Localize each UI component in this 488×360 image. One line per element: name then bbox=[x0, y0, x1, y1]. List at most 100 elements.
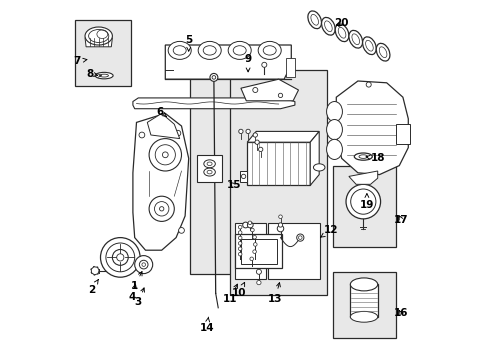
Circle shape bbox=[296, 234, 303, 241]
Text: 18: 18 bbox=[366, 153, 384, 163]
Circle shape bbox=[159, 207, 163, 211]
Bar bbox=[190, 67, 231, 274]
Bar bbox=[75, 20, 131, 86]
Circle shape bbox=[261, 62, 266, 67]
Circle shape bbox=[139, 132, 144, 138]
Circle shape bbox=[252, 87, 257, 93]
Ellipse shape bbox=[335, 24, 348, 42]
Circle shape bbox=[162, 152, 168, 158]
Bar bbox=[247, 142, 309, 185]
Circle shape bbox=[278, 215, 282, 219]
Ellipse shape bbox=[326, 120, 342, 140]
Text: 13: 13 bbox=[267, 283, 282, 304]
Ellipse shape bbox=[313, 164, 325, 171]
Bar bbox=[241, 239, 276, 264]
Polygon shape bbox=[133, 98, 294, 109]
Circle shape bbox=[134, 256, 152, 274]
Polygon shape bbox=[247, 131, 319, 142]
Bar bbox=[332, 272, 395, 338]
Circle shape bbox=[366, 82, 370, 87]
Ellipse shape bbox=[228, 41, 251, 59]
Circle shape bbox=[142, 263, 145, 266]
Circle shape bbox=[278, 223, 282, 227]
Polygon shape bbox=[240, 171, 247, 182]
Bar bbox=[230, 70, 326, 295]
Ellipse shape bbox=[326, 102, 342, 122]
Circle shape bbox=[149, 196, 174, 221]
Circle shape bbox=[247, 222, 253, 228]
Circle shape bbox=[238, 129, 243, 134]
Polygon shape bbox=[348, 171, 377, 184]
Ellipse shape bbox=[203, 168, 215, 176]
Ellipse shape bbox=[198, 41, 221, 59]
Bar bbox=[332, 166, 395, 247]
Circle shape bbox=[238, 225, 242, 229]
Text: 4: 4 bbox=[128, 284, 136, 302]
Ellipse shape bbox=[354, 153, 371, 160]
Circle shape bbox=[278, 93, 282, 98]
Circle shape bbox=[112, 249, 128, 265]
Circle shape bbox=[209, 73, 218, 81]
Circle shape bbox=[277, 225, 283, 232]
Bar bbox=[235, 234, 282, 268]
Circle shape bbox=[178, 228, 184, 233]
Polygon shape bbox=[85, 38, 112, 47]
Polygon shape bbox=[147, 113, 179, 139]
Text: 14: 14 bbox=[199, 317, 214, 333]
Ellipse shape bbox=[95, 72, 113, 79]
Circle shape bbox=[238, 247, 242, 251]
Ellipse shape bbox=[348, 30, 362, 48]
Polygon shape bbox=[336, 81, 407, 175]
Polygon shape bbox=[241, 79, 298, 101]
Circle shape bbox=[250, 228, 254, 232]
Circle shape bbox=[238, 242, 242, 245]
Bar bbox=[267, 223, 320, 279]
Text: 17: 17 bbox=[393, 215, 407, 225]
Bar bbox=[349, 284, 377, 317]
Ellipse shape bbox=[307, 11, 321, 29]
Text: 20: 20 bbox=[334, 18, 348, 28]
Text: 9: 9 bbox=[244, 54, 251, 72]
Bar bbox=[395, 124, 409, 144]
Circle shape bbox=[238, 231, 242, 234]
Polygon shape bbox=[133, 113, 188, 250]
Text: 19: 19 bbox=[359, 194, 373, 210]
Text: 10: 10 bbox=[231, 282, 246, 298]
Ellipse shape bbox=[376, 43, 389, 61]
Circle shape bbox=[245, 129, 250, 134]
Circle shape bbox=[256, 280, 261, 285]
Text: 7: 7 bbox=[73, 56, 87, 66]
Circle shape bbox=[247, 221, 251, 225]
Text: 3: 3 bbox=[134, 288, 144, 307]
Ellipse shape bbox=[321, 17, 334, 35]
Ellipse shape bbox=[85, 27, 112, 45]
Bar bbox=[235, 223, 265, 279]
Circle shape bbox=[249, 257, 253, 261]
Bar bbox=[197, 155, 222, 182]
Circle shape bbox=[254, 140, 259, 144]
Circle shape bbox=[258, 147, 263, 152]
Text: 2: 2 bbox=[88, 280, 98, 295]
Text: 6: 6 bbox=[156, 107, 166, 117]
Circle shape bbox=[101, 238, 140, 277]
Circle shape bbox=[242, 222, 248, 228]
Ellipse shape bbox=[349, 311, 377, 322]
Ellipse shape bbox=[362, 37, 375, 55]
Circle shape bbox=[253, 243, 257, 246]
Bar bbox=[285, 58, 294, 77]
Text: 1: 1 bbox=[131, 271, 142, 291]
Text: 11: 11 bbox=[223, 284, 237, 304]
Circle shape bbox=[252, 235, 256, 239]
Text: 15: 15 bbox=[226, 180, 241, 190]
Text: 8: 8 bbox=[86, 69, 98, 79]
Ellipse shape bbox=[203, 160, 215, 168]
Ellipse shape bbox=[349, 278, 377, 291]
Polygon shape bbox=[309, 131, 319, 185]
Text: 5: 5 bbox=[184, 35, 192, 51]
Circle shape bbox=[149, 139, 181, 171]
Circle shape bbox=[241, 174, 245, 179]
Circle shape bbox=[238, 252, 242, 256]
Circle shape bbox=[253, 133, 257, 137]
Polygon shape bbox=[165, 45, 291, 79]
Circle shape bbox=[252, 250, 256, 253]
